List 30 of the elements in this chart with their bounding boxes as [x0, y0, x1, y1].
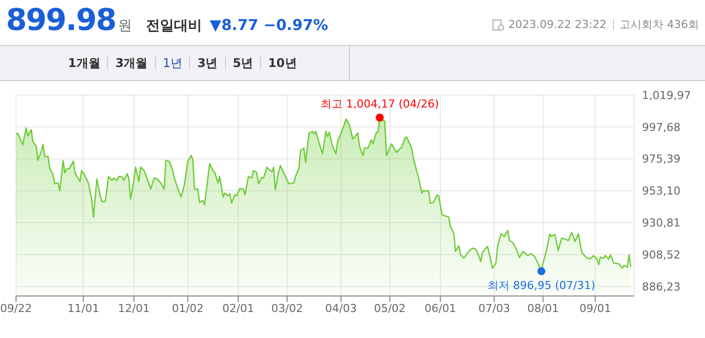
x-tick-label: 08/01 [527, 302, 559, 315]
x-tick-label: 03/02 [271, 302, 303, 315]
x-tick-label: 05/02 [374, 302, 406, 315]
x-tick-label: 12/01 [118, 302, 150, 315]
annotation: 최고 1,004,17 (04/26) [320, 98, 439, 111]
y-tick-label: 908,52 [642, 248, 680, 262]
x-tick-label: 09/01 [579, 302, 612, 315]
x-tick-label: 07/03 [478, 302, 510, 315]
y-tick-label: 930,81 [642, 216, 680, 230]
text: 3개월 [115, 55, 148, 72]
text: 10년 [268, 55, 297, 72]
x-tick-label: 04/03 [325, 302, 357, 315]
x-tick-label: 02/01 [222, 302, 254, 315]
x-tick-label: 09/22 [0, 302, 32, 315]
annotation: 최저 896,95 (07/31) [488, 278, 596, 292]
x-tick-label: 11/01 [68, 302, 100, 315]
x-tick-label: 06/01 [424, 302, 456, 315]
chart-subtitle: 전일대비 ▼8.77 −0.97% [146, 16, 328, 35]
y-tick-label: 953,10 [642, 184, 680, 198]
text: 2023.09.22 23:22 [508, 18, 606, 31]
y-tick-label: 997,68 [642, 120, 680, 134]
y-tick-label: 975,39 [642, 152, 680, 166]
text: 3년 [197, 55, 218, 72]
y-tick-label: 886,23 [642, 280, 680, 294]
text: 1개월 [68, 55, 100, 72]
x-tick-label: 01/02 [172, 302, 204, 315]
y-tick-label: 1,019,97 [642, 88, 691, 102]
text: 5년 [232, 55, 254, 72]
text: 고시회차 436회 [620, 17, 699, 32]
text: 1년 [162, 55, 182, 72]
